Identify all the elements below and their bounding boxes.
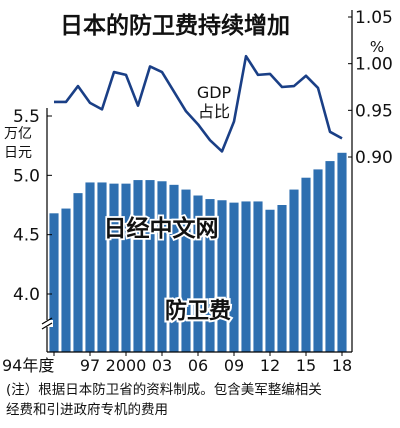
bar-series xyxy=(49,152,347,352)
bar xyxy=(145,180,155,352)
footnote-line2: 经费和引进政府专机的费用 xyxy=(6,402,168,418)
bar xyxy=(217,200,227,352)
bar xyxy=(181,189,191,352)
bar xyxy=(49,213,59,352)
bar xyxy=(157,181,167,352)
x-tick-label: 06 xyxy=(188,356,208,375)
left-tick-label: 5.0 xyxy=(13,166,40,186)
right-axis-unit: % xyxy=(370,38,384,56)
left-tick-label: 5.5 xyxy=(13,107,40,127)
footnote-line1: (注）根据日本防卫省的资料制成。包含美军整编相关 xyxy=(6,382,322,398)
left-axis-unit-line1: 万亿 xyxy=(4,126,32,142)
bar xyxy=(313,169,323,352)
left-tick-label: 4.0 xyxy=(13,285,40,305)
bar xyxy=(193,195,203,352)
bar xyxy=(241,201,251,352)
bar xyxy=(229,202,239,352)
series-label-gdp-ratio: 占比 xyxy=(198,102,230,121)
x-tick-label: 2000 xyxy=(106,356,147,375)
bar xyxy=(265,209,275,352)
line-series xyxy=(53,54,343,153)
bar xyxy=(61,208,71,352)
x-tick-label: 94年度 xyxy=(2,356,54,375)
bar xyxy=(85,182,95,352)
bar xyxy=(109,183,119,352)
bar xyxy=(133,180,143,352)
chart-svg: 日本的防卫费持续增加 % 万亿 日元 5.5 5.0 4.5 4.0 1.05 1.00 0… xyxy=(2,8,393,375)
right-tick-label: 0.90 xyxy=(355,148,393,168)
x-tick-label: 97 xyxy=(80,356,100,375)
left-tick-label: 4.5 xyxy=(13,226,40,246)
bar xyxy=(121,183,131,352)
x-tick-label: 15 xyxy=(296,356,316,375)
x-tick-label: 18 xyxy=(332,356,352,375)
right-tick-label: 1.00 xyxy=(355,55,393,75)
bar xyxy=(337,152,347,352)
axes xyxy=(41,10,353,353)
x-tick-label: 12 xyxy=(260,356,280,375)
bar xyxy=(73,193,83,352)
bar xyxy=(301,177,311,352)
tick-labels: 5.5 5.0 4.5 4.0 1.05 1.00 0.95 0.90 94年度 97 2000 03… xyxy=(2,8,393,375)
axis-break-mark xyxy=(41,322,53,330)
bar xyxy=(169,184,179,352)
bar xyxy=(253,201,263,352)
bar xyxy=(277,205,287,352)
axis-break-gap xyxy=(41,320,53,327)
bar xyxy=(325,161,335,352)
series-label-gdp: GDP xyxy=(197,83,232,102)
series-label-defense-budget: 防卫费 xyxy=(165,299,231,324)
watermark: 日经中文网 xyxy=(104,215,219,242)
chart-title: 日本的防卫费持续增加 xyxy=(60,12,290,39)
bar xyxy=(289,189,299,352)
left-axis-unit-line2: 日元 xyxy=(4,145,32,161)
x-tick-label: 09 xyxy=(224,356,244,375)
right-tick-label: 1.05 xyxy=(355,8,393,28)
bar xyxy=(97,182,107,352)
x-tick-label: 03 xyxy=(152,356,172,375)
bar xyxy=(205,199,215,352)
right-tick-label: 0.95 xyxy=(355,101,393,121)
axis-break-mark xyxy=(41,317,53,325)
